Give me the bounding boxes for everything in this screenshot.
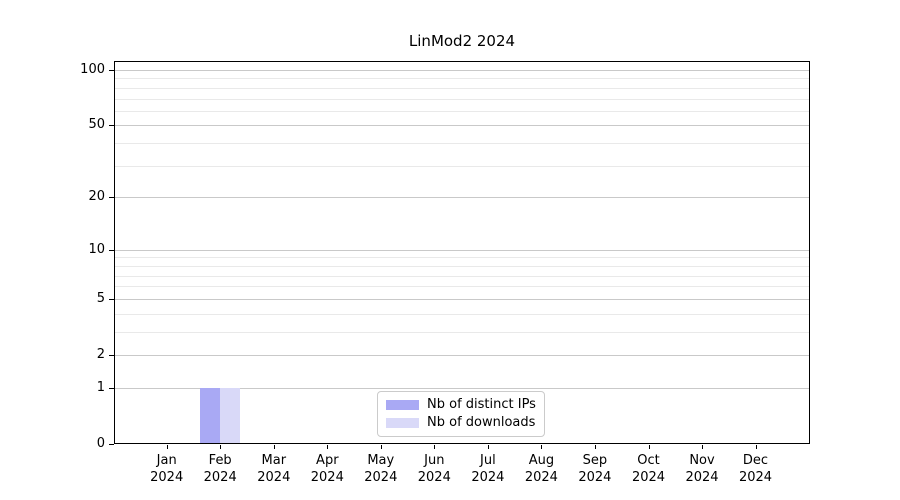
gridline-minor-4 bbox=[114, 313, 810, 315]
chart-title: LinMod2 2024 bbox=[408, 32, 516, 50]
y-tick-5 bbox=[109, 298, 114, 300]
gridline-minor-40 bbox=[114, 143, 810, 145]
month-label: Apr bbox=[316, 453, 339, 468]
plot-frame bbox=[114, 61, 810, 444]
gridline-minor-6 bbox=[114, 286, 810, 288]
x-tick-label-nov: Nov 2024 bbox=[674, 452, 730, 486]
x-tick-apr bbox=[327, 445, 329, 449]
legend-entry-0: Nb of distinct IPs bbox=[386, 397, 536, 413]
legend-label-0: Nb of distinct IPs bbox=[427, 397, 536, 412]
x-tick-oct bbox=[648, 445, 650, 449]
x-tick-label-dec: Dec 2024 bbox=[728, 452, 784, 486]
y-tick-label-20: 20 bbox=[88, 189, 105, 205]
gridline-major-2 bbox=[114, 355, 810, 356]
x-tick-label-aug: Aug 2024 bbox=[513, 452, 569, 486]
y-tick-50 bbox=[109, 125, 114, 127]
year-label: 2024 bbox=[631, 470, 666, 485]
x-tick-label-jun: Jun 2024 bbox=[406, 452, 462, 486]
year-label: 2024 bbox=[310, 470, 344, 485]
month-label: May bbox=[367, 453, 395, 468]
year-label: 2024 bbox=[417, 470, 451, 485]
x-tick-feb bbox=[220, 445, 222, 449]
y-tick-100 bbox=[109, 70, 114, 71]
month-label: Dec bbox=[742, 453, 769, 468]
gridline-minor-9 bbox=[114, 257, 810, 259]
month-label: Mar bbox=[261, 453, 287, 468]
x-tick-jul bbox=[487, 445, 489, 449]
bar-nb-of-downloads-feb bbox=[220, 387, 241, 444]
y-tick-label-10: 10 bbox=[88, 241, 105, 257]
gridline-major-100 bbox=[114, 70, 810, 71]
legend-entry-1: Nb of downloads bbox=[386, 415, 536, 431]
legend-swatch-1 bbox=[386, 418, 419, 428]
y-tick-label-5: 5 bbox=[96, 290, 105, 306]
gridline-minor-7 bbox=[114, 275, 810, 277]
x-tick-may bbox=[380, 445, 382, 449]
gridline-minor-60 bbox=[114, 110, 810, 112]
x-tick-sep bbox=[594, 445, 596, 449]
x-tick-label-may: May 2024 bbox=[353, 452, 409, 486]
year-label: 2024 bbox=[685, 470, 719, 485]
y-tick-label-0: 0 bbox=[96, 436, 105, 451]
x-tick-label-jul: Jul 2024 bbox=[460, 452, 516, 486]
y-tick-label-100: 100 bbox=[80, 62, 105, 77]
y-tick-label-50: 50 bbox=[88, 117, 105, 133]
x-tick-jun bbox=[434, 445, 436, 449]
y-tick-10 bbox=[109, 249, 114, 251]
y-tick-label-1: 1 bbox=[96, 379, 105, 395]
x-tick-jan bbox=[166, 445, 168, 449]
x-tick-nov bbox=[702, 445, 703, 449]
x-tick-label-feb: Feb 2024 bbox=[192, 452, 248, 486]
month-label: Oct bbox=[637, 453, 660, 468]
gridline-minor-70 bbox=[114, 98, 810, 100]
gridline-minor-90 bbox=[114, 78, 810, 80]
y-tick-20 bbox=[109, 197, 114, 199]
gridline-minor-30 bbox=[114, 165, 810, 167]
x-tick-label-oct: Oct 2024 bbox=[621, 452, 677, 486]
bar-nb-of-distinct-ips-feb bbox=[200, 387, 221, 444]
year-label: 2024 bbox=[524, 470, 558, 485]
gridline-minor-3 bbox=[114, 331, 810, 333]
x-tick-aug bbox=[541, 445, 543, 449]
y-tick-1 bbox=[109, 387, 114, 389]
y-tick-label-2: 2 bbox=[96, 347, 105, 362]
gridline-major-10 bbox=[114, 249, 810, 251]
legend-label-1: Nb of downloads bbox=[427, 415, 536, 430]
month-label: Sep bbox=[582, 453, 608, 468]
x-tick-label-jan: Jan 2024 bbox=[139, 452, 195, 486]
month-label: Jan bbox=[156, 453, 177, 468]
x-tick-label-mar: Mar 2024 bbox=[246, 452, 302, 486]
month-label: Nov bbox=[689, 453, 715, 468]
gridline-major-1 bbox=[114, 387, 810, 389]
y-tick-0 bbox=[109, 444, 114, 445]
month-label: Jul bbox=[480, 453, 496, 468]
legend-swatch-0 bbox=[386, 400, 419, 410]
month-label: Aug bbox=[528, 453, 555, 468]
x-tick-label-sep: Sep 2024 bbox=[567, 452, 623, 486]
year-label: 2024 bbox=[471, 470, 505, 485]
month-label: Feb bbox=[208, 453, 232, 468]
year-label: 2024 bbox=[578, 470, 612, 485]
x-tick-mar bbox=[273, 445, 275, 449]
y-tick-2 bbox=[109, 355, 114, 356]
gridline-minor-80 bbox=[114, 87, 810, 89]
month-label: Jun bbox=[424, 453, 445, 468]
x-tick-label-apr: Apr 2024 bbox=[299, 452, 355, 486]
x-tick-dec bbox=[755, 445, 757, 449]
plot-area bbox=[114, 61, 810, 444]
gridline-major-20 bbox=[114, 197, 810, 199]
year-label: 2024 bbox=[364, 470, 398, 485]
year-label: 2024 bbox=[738, 470, 773, 485]
year-label: 2024 bbox=[150, 470, 184, 485]
gridline-minor-8 bbox=[114, 265, 810, 267]
legend: Nb of distinct IPs Nb of downloads bbox=[377, 391, 545, 437]
gridline-major-5 bbox=[114, 298, 810, 300]
year-label: 2024 bbox=[203, 470, 237, 485]
year-label: 2024 bbox=[257, 470, 291, 485]
gridline-major-50 bbox=[114, 125, 810, 127]
